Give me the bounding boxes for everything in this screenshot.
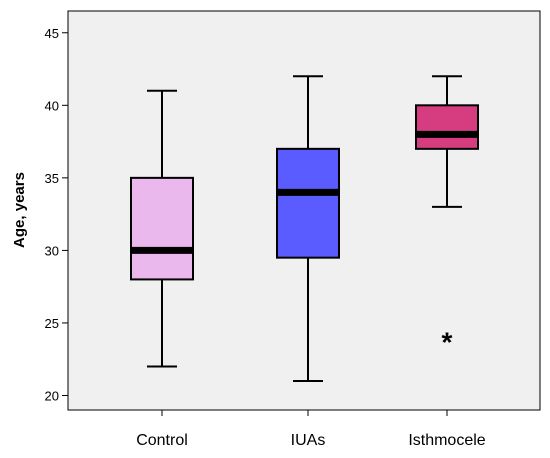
y-tick-label: 20 (45, 388, 59, 403)
x-axis: Control IUAs Isthmocele (136, 410, 486, 449)
y-tick-label: 25 (45, 316, 59, 331)
y-tick-label: 30 (45, 243, 59, 258)
y-axis: 20 25 30 35 40 45 (45, 26, 68, 403)
iqr-box (415, 104, 479, 150)
iqr-box (276, 147, 340, 259)
y-axis-title: Age, years (11, 172, 28, 248)
box-iuas (276, 75, 340, 382)
x-tick-label: IUAs (291, 432, 326, 449)
y-tick-label: 40 (45, 98, 59, 113)
iqr-box (130, 176, 194, 281)
y-tick-label: 35 (45, 171, 59, 186)
x-tick-label: Control (136, 432, 188, 449)
x-tick-label: Isthmocele (408, 432, 485, 449)
boxes: * (130, 75, 479, 382)
box-isthmocele: * (415, 75, 479, 357)
y-tick-label: 45 (45, 26, 59, 41)
box-control (130, 89, 194, 368)
outlier-marker: * (442, 326, 453, 357)
